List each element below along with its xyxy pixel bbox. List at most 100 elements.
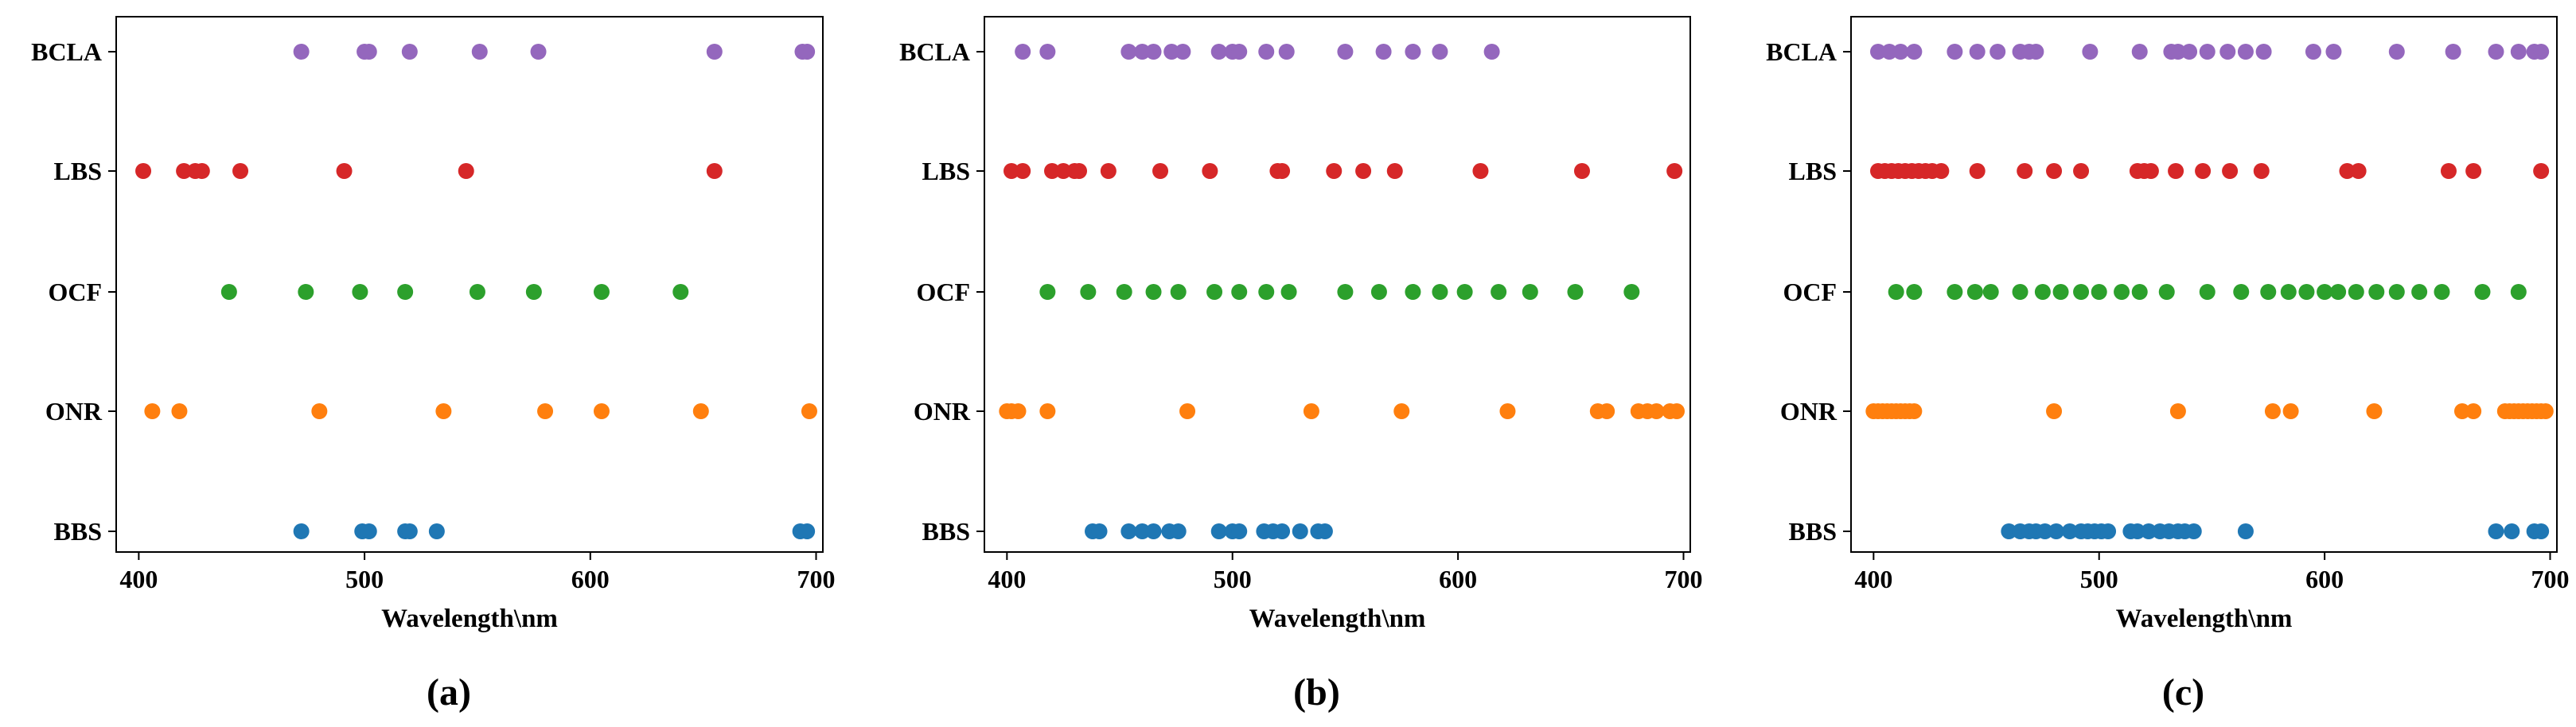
data-point-onr [1499, 403, 1516, 419]
data-point-bbs [2533, 523, 2550, 539]
data-point-bbs [2237, 523, 2254, 539]
data-point-bcla [2488, 44, 2504, 60]
data-point-ocf [1982, 284, 1999, 300]
plot-frame [984, 16, 1691, 553]
data-point-onr [1303, 403, 1319, 419]
data-point-bcla [2388, 44, 2405, 60]
data-point-bcla [2131, 44, 2148, 60]
panel-label: (a) [427, 671, 471, 713]
y-category-label: BBS [1789, 517, 1837, 546]
x-tick-label: 400 [119, 565, 158, 593]
y-category-label: BBS [54, 517, 102, 546]
data-point-lbs [2440, 163, 2457, 179]
data-point-lbs [1326, 163, 1343, 179]
data-point-bbs [2048, 523, 2064, 539]
y-category-label: BCLA [31, 37, 102, 66]
data-point-ocf [1370, 284, 1387, 300]
x-tick-label: 600 [2305, 565, 2344, 593]
data-point-bcla [1175, 44, 1191, 60]
data-point-bcla [401, 44, 418, 60]
data-point-bcla [2325, 44, 2342, 60]
data-point-ocf [2330, 284, 2347, 300]
data-point-lbs [2465, 163, 2482, 179]
data-point-ocf [525, 284, 542, 300]
data-point-onr [537, 403, 554, 419]
data-point-bbs [1274, 523, 1291, 539]
data-point-bcla [1258, 44, 1275, 60]
data-point-ocf [2434, 284, 2450, 300]
data-point-lbs [458, 163, 474, 179]
data-point-onr [1393, 403, 1410, 419]
data-point-bbs [2036, 523, 2053, 539]
chart-panel-3: 400 500 600 700 BCLA LBS OCF ONR BBS Wavelength\n… [1766, 16, 2569, 713]
data-point-onr [2465, 403, 2482, 419]
data-point-bcla [1969, 44, 1986, 60]
data-point-bcla [1989, 44, 2006, 60]
data-point-bcla [1881, 44, 1898, 60]
plot-frame [115, 16, 824, 553]
data-point-bcla [1483, 44, 1500, 60]
data-point-ocf [2388, 284, 2405, 300]
data-point-bcla [1145, 44, 1162, 60]
data-point-lbs [1071, 163, 1088, 179]
data-point-ocf [2298, 284, 2315, 300]
data-point-lbs [1015, 163, 1031, 179]
data-point-bbs [428, 523, 445, 539]
data-point-onr [2453, 403, 2470, 419]
x-tick-label: 700 [797, 565, 835, 593]
data-point-bbs [799, 523, 816, 539]
data-point-bbs [2141, 523, 2157, 539]
data-point-ocf [2233, 284, 2250, 300]
plot-frame [1850, 16, 2558, 553]
data-point-onr [1599, 403, 1615, 419]
y-category-label: ONR [1780, 397, 1837, 426]
data-point-ocf [1906, 284, 1923, 300]
data-point-lbs [2073, 163, 2090, 179]
data-point-bcla [1906, 44, 1923, 60]
x-axis-label: Wavelength\nm [1249, 605, 1426, 633]
data-point-lbs [1472, 163, 1489, 179]
y-category-label: LBS [54, 157, 102, 185]
data-point-ocf [2034, 284, 2051, 300]
data-point-ocf [1947, 284, 1963, 300]
y-category-label: BCLA [1766, 37, 1837, 66]
data-point-bcla [1375, 44, 1392, 60]
data-point-bcla [530, 44, 547, 60]
y-category-label: BCLA [899, 37, 970, 66]
data-point-onr [1179, 403, 1196, 419]
data-point-bcla [1120, 44, 1137, 60]
data-point-bbs [1231, 523, 1248, 539]
data-point-ocf [2131, 284, 2148, 300]
data-point-ocf [1623, 284, 1640, 300]
data-point-ocf [1522, 284, 1538, 300]
data-point-onr [1648, 403, 1665, 419]
data-point-bcla [1892, 44, 1909, 60]
y-category-label: OCF [48, 278, 102, 306]
chart-panel-1: 400 500 600 700 BCLA LBS OCF ONR BBS Wavelength\n… [31, 16, 835, 713]
data-point-bbs [1316, 523, 1333, 539]
data-point-ocf [1491, 284, 1507, 300]
chart-panel-2: 400 500 600 700 BCLA LBS OCF ONR BBS Wavelength\n… [899, 16, 1702, 713]
data-point-lbs [1969, 163, 1986, 179]
data-point-onr [2264, 403, 2281, 419]
data-point-bcla [2028, 44, 2044, 60]
x-tick-label: 400 [1854, 565, 1892, 593]
x-tick-label: 500 [2080, 565, 2118, 593]
x-axis-label: Wavelength\nm [381, 605, 558, 633]
data-point-lbs [2253, 163, 2270, 179]
data-point-lbs [2168, 163, 2184, 179]
x-tick-label: 500 [345, 565, 384, 593]
data-point-bcla [2510, 44, 2527, 60]
data-point-bcla [1337, 44, 1354, 60]
panel-label: (b) [1293, 671, 1340, 713]
data-point-bcla [1405, 44, 1421, 60]
data-point-onr [1906, 403, 1923, 419]
data-point-bcla [2445, 44, 2461, 60]
data-point-onr [2169, 403, 2186, 419]
data-point-bbs [293, 523, 310, 539]
data-point-onr [1010, 403, 1027, 419]
data-point-lbs [2339, 163, 2356, 179]
x-tick-label: 600 [571, 565, 610, 593]
data-point-bbs [401, 523, 418, 539]
